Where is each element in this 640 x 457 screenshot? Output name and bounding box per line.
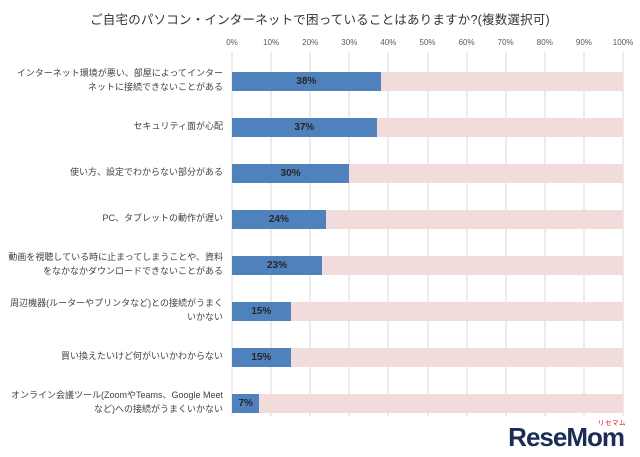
bar-chart: 0% 10% 20% 30% 40% 50% 60% 70% 80% 90% 100% インターネッ… bbox=[0, 38, 640, 426]
gridline bbox=[544, 52, 546, 416]
gridline bbox=[309, 52, 311, 416]
category-label: インターネット環境が悪い、部屋によってインターネットに接続できないことがある bbox=[16, 68, 223, 92]
gridline bbox=[387, 52, 389, 416]
x-tick: 90% bbox=[575, 38, 592, 47]
category-label: 買い換えたいけど何がいいかわからない bbox=[60, 351, 223, 362]
axis-spacer bbox=[0, 38, 232, 52]
value-label: 15% bbox=[251, 351, 272, 363]
chart-row: インターネット環境が悪い、部屋によってインターネットに接続できないことがある 38… bbox=[0, 58, 640, 104]
category-label: セキュリティ面が心配 bbox=[133, 121, 223, 132]
x-tick: 20% bbox=[302, 38, 319, 47]
x-tick: 0% bbox=[226, 38, 238, 47]
category-label: 使い方、設定でわからない部分がある bbox=[69, 167, 223, 178]
rows: インターネット環境が悪い、部屋によってインターネットに接続できないことがある 38… bbox=[0, 58, 640, 426]
chart-title: ご自宅のパソコン・インターネットで困っていることはありますか?(複数選択可) bbox=[90, 13, 550, 27]
gridlines bbox=[231, 52, 624, 416]
x-tick: 80% bbox=[536, 38, 553, 47]
bar-track: 23% bbox=[232, 255, 623, 275]
gridline bbox=[583, 52, 585, 416]
logo-inner: リセマム ReseMom bbox=[508, 420, 625, 452]
chart-row: 買い換えたいけど何がいいかわからない 15% bbox=[0, 334, 640, 380]
bar: 15% bbox=[232, 301, 291, 321]
gridline bbox=[270, 52, 272, 416]
bar: 23% bbox=[232, 255, 322, 275]
category-label: 周辺機器(ルーターやプリンタなど)との接続がうまくいかない bbox=[10, 298, 223, 322]
bar: 38% bbox=[232, 71, 381, 91]
x-tick: 70% bbox=[497, 38, 514, 47]
value-label: 24% bbox=[268, 213, 289, 225]
bar-track: 15% bbox=[232, 347, 623, 367]
chart-row: 使い方、設定でわからない部分がある 30% bbox=[0, 150, 640, 196]
plot-area: インターネット環境が悪い、部屋によってインターネットに接続できないことがある 38… bbox=[0, 52, 640, 426]
value-label: 37% bbox=[294, 121, 315, 133]
x-axis: 0% 10% 20% 30% 40% 50% 60% 70% 80% 90% 100% bbox=[226, 38, 633, 52]
chart-row: 動画を視聴している時に止まってしまうことや、資料をなかなかダウンロードできないこ… bbox=[0, 242, 640, 288]
gridline bbox=[505, 52, 507, 416]
x-axis-row: 0% 10% 20% 30% 40% 50% 60% 70% 80% 90% 100% bbox=[0, 38, 640, 52]
logo-ruby-text: リセマム bbox=[598, 420, 626, 427]
x-tick: 60% bbox=[458, 38, 475, 47]
bar: 15% bbox=[232, 347, 291, 367]
bar: 24% bbox=[232, 209, 326, 229]
x-tick: 100% bbox=[612, 38, 634, 47]
bar: 30% bbox=[232, 163, 350, 183]
x-tick: 30% bbox=[341, 38, 358, 47]
bar-track: 30% bbox=[232, 163, 623, 183]
bar-track: 7% bbox=[232, 393, 623, 413]
chart-row: 周辺機器(ルーターやプリンタなど)との接続がうまくいかない 15% bbox=[0, 288, 640, 334]
gridline bbox=[427, 52, 428, 416]
bar-track: 15% bbox=[232, 301, 623, 321]
x-tick: 40% bbox=[380, 38, 397, 47]
gridline bbox=[622, 52, 624, 416]
bar-track: 24% bbox=[232, 209, 623, 229]
value-label: 7% bbox=[238, 397, 253, 409]
x-tick: 10% bbox=[263, 38, 280, 47]
logo-text: ReseMom bbox=[508, 422, 625, 452]
bar: 37% bbox=[232, 117, 377, 137]
chart-row: PC、タブレットの動作が遅い 24% bbox=[0, 196, 640, 242]
chart-row: セキュリティ面が心配 37% bbox=[0, 104, 640, 150]
category-label: 動画を視聴している時に止まってしまうことや、資料をなかなかダウンロードできないこ… bbox=[8, 252, 223, 276]
gridline bbox=[231, 52, 233, 416]
value-label: 23% bbox=[266, 259, 287, 271]
chart-row: オンライン会議ツール(ZoomやTeams、Google Meetなど)への接続… bbox=[0, 380, 640, 426]
category-label: オンライン会議ツール(ZoomやTeams、Google Meetなど)への接続… bbox=[10, 390, 223, 414]
resemom-logo: リセマム ReseMom bbox=[508, 420, 625, 452]
value-label: 38% bbox=[296, 75, 317, 87]
x-tick: 50% bbox=[419, 38, 436, 47]
bar: 7% bbox=[232, 393, 260, 413]
gridline bbox=[466, 52, 468, 416]
value-label: 15% bbox=[251, 305, 272, 317]
bar-track: 37% bbox=[232, 117, 623, 137]
category-label: PC、タブレットの動作が遅い bbox=[102, 213, 223, 224]
value-label: 30% bbox=[280, 167, 301, 179]
gridline bbox=[348, 52, 350, 416]
bar-track: 38% bbox=[232, 71, 623, 91]
